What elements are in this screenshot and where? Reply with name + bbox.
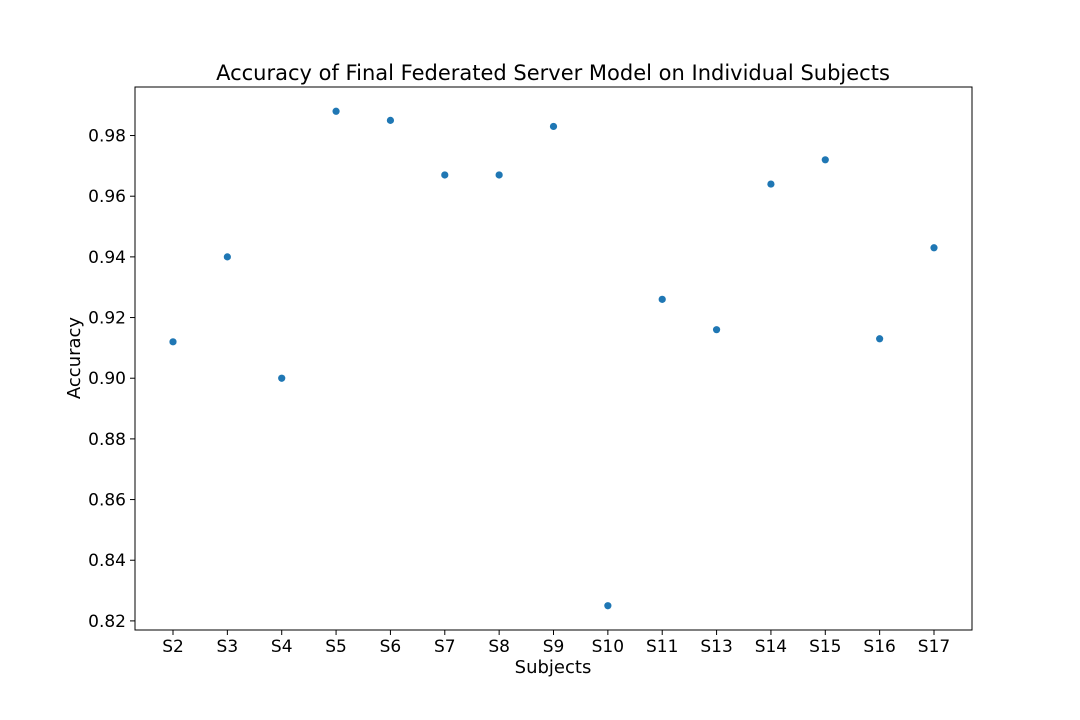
data-point <box>658 295 666 303</box>
data-point <box>278 374 286 382</box>
x-tick-label: S13 <box>700 637 732 657</box>
y-tick-label: 0.94 <box>88 248 126 268</box>
x-tick-label: S14 <box>755 637 787 657</box>
x-tick-label: S11 <box>646 637 678 657</box>
data-point <box>441 171 449 179</box>
x-axis-label: Subjects <box>515 657 592 678</box>
x-tick-label: S17 <box>918 637 950 657</box>
data-point <box>604 602 612 610</box>
data-point <box>712 326 721 334</box>
y-tick-label: 0.88 <box>88 430 126 450</box>
x-tick-label: S2 <box>162 637 184 657</box>
data-point <box>332 107 340 115</box>
x-tick-label: S3 <box>217 637 239 657</box>
x-tick-label: S9 <box>543 637 565 657</box>
y-tick-label: 0.98 <box>88 127 126 147</box>
y-axis-label: Accuracy <box>64 317 85 400</box>
data-point <box>223 253 231 261</box>
y-tick-label: 0.82 <box>88 612 126 632</box>
y-axis: 0.82 0.84 0.86 0.88 0.90 0.92 0.94 0.96 0.98 <box>88 127 135 632</box>
y-tick-label: 0.84 <box>88 551 126 571</box>
x-axis: S2 S3 S4 S5 S6 S7 S8 S9 S10 S11 S13 S14 S15 S16 S17 <box>162 630 950 657</box>
y-tick-label: 0.96 <box>88 187 126 207</box>
x-tick-label: S4 <box>271 637 293 657</box>
x-tick-label: S15 <box>809 637 841 657</box>
y-tick-label: 0.86 <box>88 491 126 511</box>
y-tick-label: 0.90 <box>88 369 126 389</box>
data-point <box>930 244 938 252</box>
y-tick-label: 0.92 <box>88 309 126 329</box>
plot-area <box>134 86 973 631</box>
data-points <box>169 107 938 610</box>
x-tick-label: S7 <box>434 637 456 657</box>
x-tick-label: S6 <box>380 637 402 657</box>
data-point <box>495 171 503 179</box>
data-point <box>821 156 829 164</box>
x-tick-label: S10 <box>592 637 624 657</box>
x-tick-label: S5 <box>325 637 347 657</box>
x-tick-label: S16 <box>863 637 895 657</box>
data-point <box>876 335 884 343</box>
x-tick-label: S8 <box>488 637 510 657</box>
chart-title: Accuracy of Final Federated Server Model… <box>216 61 890 85</box>
data-point <box>767 180 775 188</box>
data-point <box>549 122 558 131</box>
data-point <box>386 116 395 124</box>
data-point <box>169 338 177 346</box>
